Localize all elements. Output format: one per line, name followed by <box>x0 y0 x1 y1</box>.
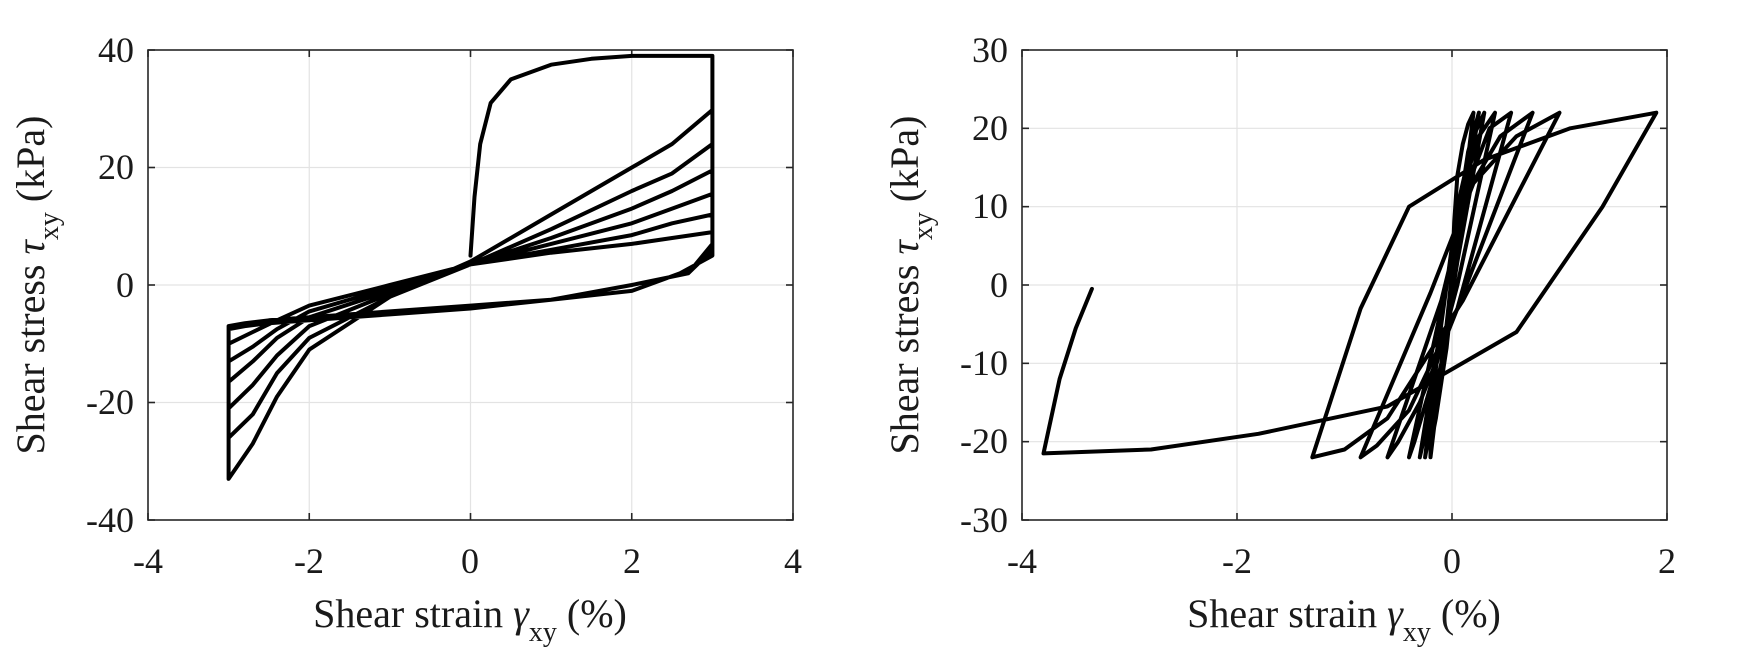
x-tick-label: -2 <box>1222 541 1252 581</box>
chart-right: -4 -2 0 2 -30 -20 -10 0 10 20 30 Shear s… <box>882 30 1676 648</box>
ticks-left <box>147 49 794 521</box>
x-tick-label: -4 <box>1007 541 1037 581</box>
x-axis-label-right: Shear strain γxy (%) <box>1187 591 1501 648</box>
chart-left: -4 -2 0 2 4 -40 -20 0 20 40 Shear strain… <box>8 30 802 648</box>
x-tick-label: 2 <box>1658 541 1676 581</box>
x-tick-label: -4 <box>133 541 163 581</box>
ticks-right <box>1021 49 1668 521</box>
y-tick-label: -40 <box>86 500 134 540</box>
x-tick-label: 4 <box>784 541 802 581</box>
x-tick-label: 0 <box>461 541 479 581</box>
y-tick-label: -20 <box>960 421 1008 461</box>
y-tick-label: 20 <box>972 108 1008 148</box>
series-left <box>226 53 715 481</box>
y-tick-label: 10 <box>972 186 1008 226</box>
series-line <box>1041 110 1659 460</box>
x-axis-label-left: Shear strain γxy (%) <box>313 591 627 648</box>
y-axis-label-left: Shear stress τxy (kPa) <box>8 116 65 455</box>
y-tick-label: 0 <box>116 265 134 305</box>
y-tick-label: 20 <box>98 147 134 187</box>
grid-right <box>1022 50 1667 520</box>
y-tick-label: -20 <box>86 382 134 422</box>
y-tick-label: -10 <box>960 343 1008 383</box>
y-tick-label: 30 <box>972 30 1008 70</box>
x-tick-label: -2 <box>294 541 324 581</box>
grid-left <box>148 50 793 520</box>
y-tick-label: 0 <box>990 265 1008 305</box>
series-right <box>1041 110 1659 460</box>
x-tick-label: 2 <box>623 541 641 581</box>
y-axis-label-right: Shear stress τxy (kPa) <box>882 116 939 455</box>
series-line <box>226 53 715 481</box>
x-tick-label: 0 <box>1443 541 1461 581</box>
y-tick-label: 40 <box>98 30 134 70</box>
y-tick-label: -30 <box>960 500 1008 540</box>
